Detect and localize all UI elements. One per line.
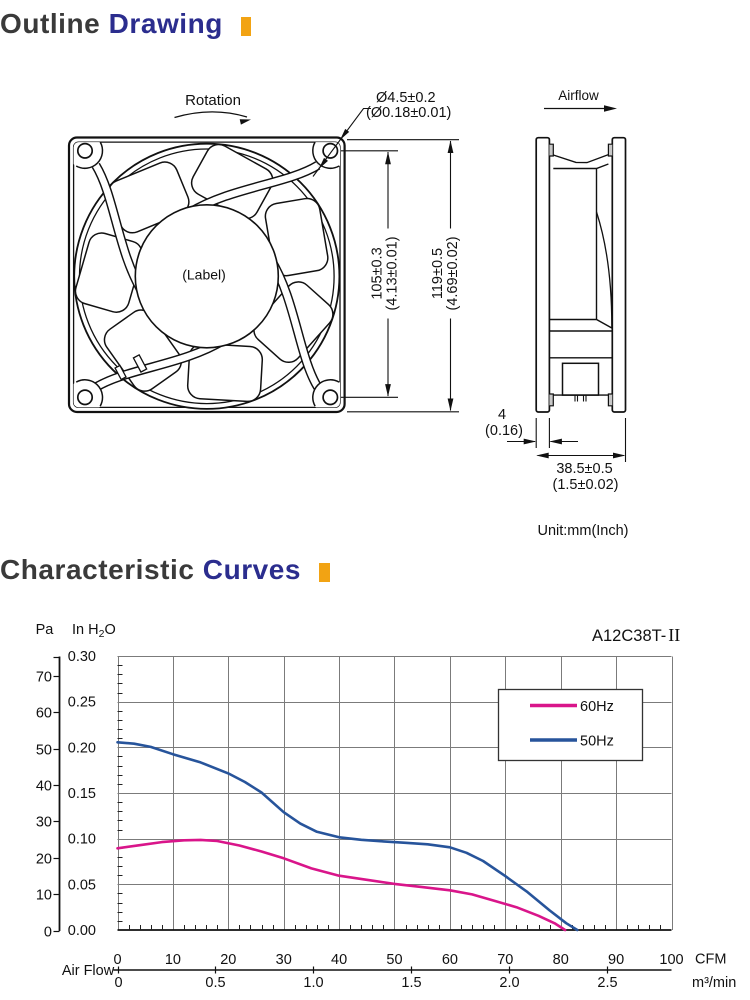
svg-text:(Ø0.18±0.01): (Ø0.18±0.01) <box>366 105 451 121</box>
svg-text:A12C38T-II: A12C38T- II <box>592 625 680 645</box>
svg-text:60: 60 <box>36 706 52 722</box>
svg-text:In H2O: In H2O <box>72 622 116 640</box>
svg-text:70: 70 <box>497 952 513 968</box>
svg-text:50: 50 <box>386 952 402 968</box>
svg-text:70: 70 <box>36 670 52 686</box>
svg-text:(Label): (Label) <box>182 267 226 283</box>
svg-text:0: 0 <box>44 925 52 941</box>
svg-text:0.10: 0.10 <box>68 832 96 848</box>
svg-text:20: 20 <box>220 952 236 968</box>
svg-text:40: 40 <box>36 779 52 795</box>
svg-text:(4.13±0.01): (4.13±0.01) <box>385 236 401 310</box>
svg-text:30: 30 <box>276 952 292 968</box>
svg-text:CFM: CFM <box>695 952 726 968</box>
svg-text:90: 90 <box>608 952 624 968</box>
svg-text:105±0.3: 105±0.3 <box>370 247 386 299</box>
svg-text:2.0: 2.0 <box>499 975 519 991</box>
svg-text:0.20: 0.20 <box>68 740 96 756</box>
svg-text:2.5: 2.5 <box>597 975 617 991</box>
svg-text:40: 40 <box>331 952 347 968</box>
svg-text:0.25: 0.25 <box>68 695 96 711</box>
svg-text:Ø4.5±0.2: Ø4.5±0.2 <box>376 90 436 106</box>
svg-text:50Hz: 50Hz <box>580 734 614 750</box>
svg-text:(0.16): (0.16) <box>485 423 523 439</box>
svg-text:0.5: 0.5 <box>205 975 225 991</box>
svg-text:Airflow: Airflow <box>558 88 599 103</box>
svg-text:Unit:mm(Inch): Unit:mm(Inch) <box>537 523 628 539</box>
svg-text:0: 0 <box>113 952 121 968</box>
svg-text:38.5±0.5: 38.5±0.5 <box>556 461 612 477</box>
svg-text:119±0.5: 119±0.5 <box>430 248 446 299</box>
svg-text:50: 50 <box>36 743 52 759</box>
svg-text:(4.69±0.02): (4.69±0.02) <box>445 236 461 310</box>
svg-text:0.05: 0.05 <box>68 877 96 893</box>
svg-text:0.15: 0.15 <box>68 786 96 802</box>
svg-text:10: 10 <box>36 888 52 904</box>
svg-text:Air Flow: Air Flow <box>62 963 115 979</box>
svg-text:10: 10 <box>165 952 181 968</box>
svg-text:Rotation: Rotation <box>185 92 241 109</box>
svg-text:20: 20 <box>36 852 52 868</box>
svg-text:0.00: 0.00 <box>68 923 96 939</box>
svg-text:60: 60 <box>442 952 458 968</box>
svg-text:0.30: 0.30 <box>68 649 96 665</box>
svg-text:80: 80 <box>553 952 569 968</box>
svg-text:(1.5±0.02): (1.5±0.02) <box>553 477 619 493</box>
svg-text:1.5: 1.5 <box>401 975 421 991</box>
svg-text:4: 4 <box>498 407 506 423</box>
svg-text:30: 30 <box>36 815 52 831</box>
svg-text:100: 100 <box>659 952 683 968</box>
svg-text:Pa: Pa <box>36 622 55 638</box>
svg-text:m³/min: m³/min <box>692 975 736 991</box>
svg-text:0: 0 <box>114 975 122 991</box>
svg-text:60Hz: 60Hz <box>580 699 614 715</box>
svg-text:1.0: 1.0 <box>303 975 323 991</box>
